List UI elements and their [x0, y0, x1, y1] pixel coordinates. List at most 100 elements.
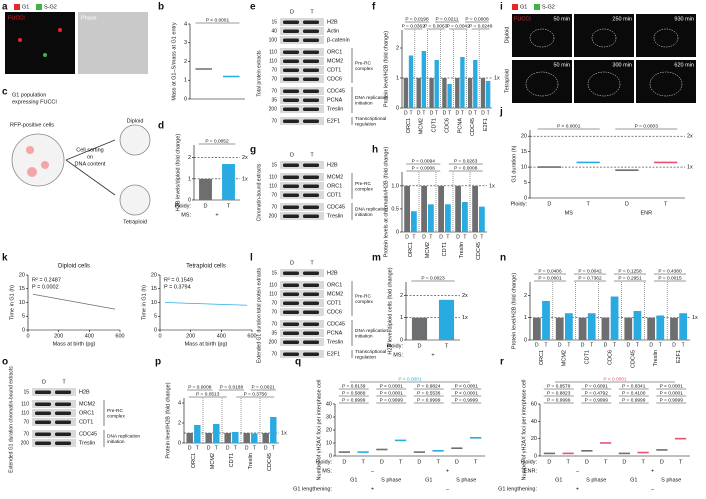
y-tick-label: 30 [326, 414, 332, 420]
blot-band [303, 38, 319, 42]
y-tick-label: 20 [521, 134, 527, 140]
ploidy-label: D [585, 459, 589, 465]
blot-band [303, 193, 319, 197]
fit-line [32, 293, 116, 310]
bar [194, 425, 201, 443]
blot-band [283, 205, 299, 209]
blot-band [303, 98, 319, 102]
ploidy-label: T [480, 234, 483, 240]
bar [408, 55, 414, 108]
category-label: ORC1 [406, 118, 412, 133]
mw-label: 35 [271, 330, 277, 336]
ploidy-label: D [660, 459, 664, 465]
bar [479, 206, 485, 232]
ploidy-label: T [636, 342, 639, 348]
bar [445, 204, 451, 232]
row-value: S phase [661, 477, 681, 483]
blot-strip [32, 388, 76, 396]
mw-label: 100 [269, 37, 278, 43]
mw-label: 110 [269, 183, 277, 189]
legend-label: S-G2 [44, 4, 57, 10]
section-label: regulation [355, 122, 376, 128]
row-value: G1 [630, 477, 637, 483]
fit-line [164, 302, 248, 306]
p-value: P = 0.9999 [585, 397, 609, 403]
bar [587, 313, 596, 340]
bar [224, 433, 231, 443]
reference-label: 1x [489, 183, 495, 189]
mw-label: 110 [269, 58, 277, 64]
diagram-text: RFP-positive cells [10, 122, 54, 128]
protein-label: PCNA [327, 330, 343, 336]
p-value: P = 0.4100 [622, 390, 646, 396]
row-value: + [446, 468, 449, 474]
r-squared: R² = 0.2487 [32, 277, 61, 283]
ploidy-label: D [625, 201, 629, 207]
ploidy-label: T [487, 110, 490, 116]
p-value: P = 0.0094 [412, 158, 436, 164]
lane-label: D [290, 152, 294, 158]
y-tick-label: 2 [188, 155, 191, 161]
section-label: complex [355, 66, 373, 72]
ploidy-label: T [613, 342, 616, 348]
bar [428, 204, 434, 232]
blot-strip [280, 117, 324, 125]
ploidy-label: D [342, 459, 346, 465]
blot-band [283, 68, 299, 72]
blot-band [35, 432, 51, 436]
blot-band [303, 20, 319, 24]
mw-label: 15 [271, 19, 277, 25]
lane-label: D [42, 379, 46, 385]
row-label: Tetraploid [504, 69, 510, 93]
blot-band [303, 89, 319, 93]
mw-label: 40 [271, 28, 277, 34]
blot-band [283, 89, 299, 93]
blot-band [35, 420, 51, 424]
lane-label: T [310, 9, 314, 15]
mw-label: 70 [271, 204, 277, 210]
p-value: P = 0.9579 [547, 383, 571, 389]
time-label: 300 min [612, 62, 632, 68]
time-label: 250 min [612, 16, 632, 22]
row-label: G1 lengthening: [293, 486, 332, 492]
blot-strip [280, 87, 324, 95]
p-value: P = 0.0008 [454, 165, 478, 171]
section-label: initiation [107, 439, 125, 445]
ploidy-label: D [535, 342, 539, 348]
category-label: CDC45 [267, 453, 273, 471]
protein-label: ORC1 [327, 282, 342, 288]
blot-band [283, 352, 299, 356]
section-label: Pre-RC [107, 408, 124, 414]
ploidy-label: T [604, 459, 608, 465]
ploidy-label: D [404, 110, 408, 116]
bar [670, 317, 678, 340]
bar [462, 202, 468, 232]
blot-strip [280, 57, 324, 65]
y-tick-label: 40 [531, 419, 537, 425]
lane-label: T [62, 379, 66, 385]
row-value: – [371, 468, 375, 474]
legend-swatch [534, 4, 540, 10]
blot-strip [32, 418, 76, 426]
p-value: P = 0.0015 [658, 275, 682, 281]
y-tick-label: 10 [151, 300, 157, 306]
y-tick-label: 5 [524, 180, 527, 186]
extract-label: Extended G1 duration total protein extra… [256, 267, 262, 363]
blot-band [283, 98, 299, 102]
p-value: P < 0.0001 [398, 376, 422, 382]
ploidy-label: T [448, 110, 451, 116]
diagram-text: G1 population [12, 92, 46, 98]
mw-label: 70 [23, 431, 29, 437]
protein-label: H2B [327, 162, 338, 168]
ploidy-label: D [417, 459, 421, 465]
p-value: P = 0.1258 [618, 268, 642, 274]
bar [199, 178, 212, 200]
y-tick-label: 20 [151, 272, 157, 278]
section-label: Pre-RC [355, 61, 372, 67]
protein-label: Treslin [79, 440, 95, 446]
bar [416, 78, 421, 108]
blot-strip [280, 173, 324, 181]
bar [421, 185, 427, 232]
category-label: CDC45 [630, 350, 636, 368]
x-axis-label: Mass at birth (pg) [53, 341, 96, 347]
